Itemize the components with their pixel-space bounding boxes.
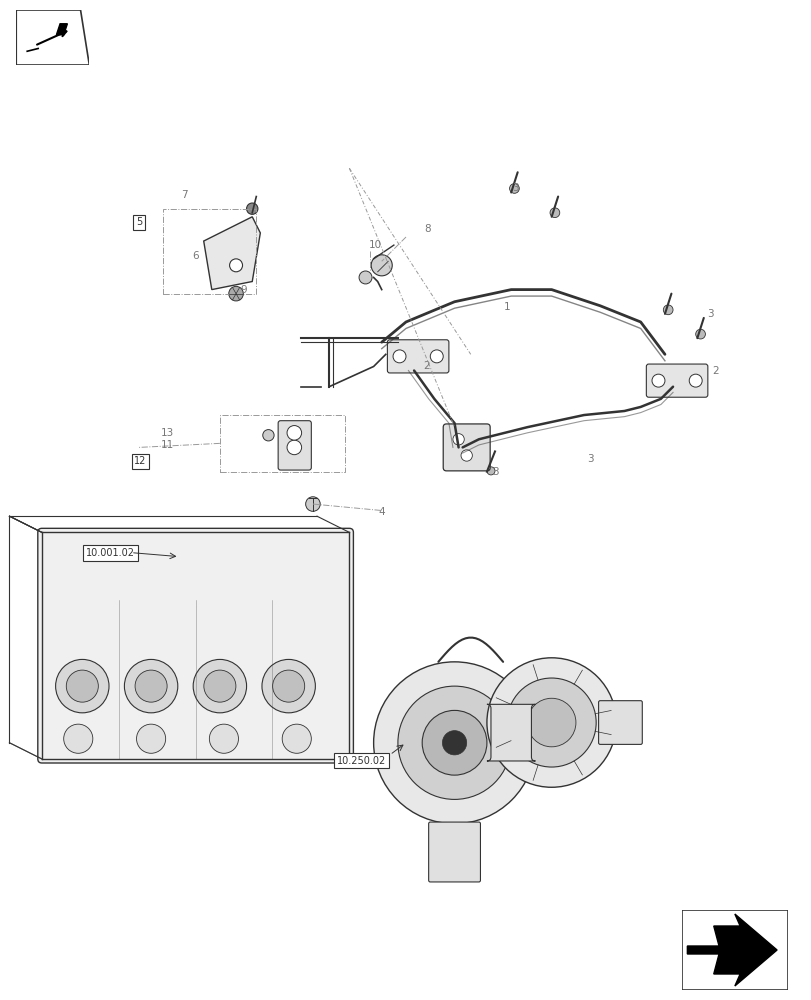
Text: 12: 12	[135, 456, 147, 466]
Circle shape	[263, 430, 274, 441]
Circle shape	[430, 350, 443, 363]
Circle shape	[135, 670, 167, 702]
Circle shape	[509, 184, 519, 193]
Text: 13: 13	[161, 428, 174, 438]
Polygon shape	[687, 914, 776, 986]
Circle shape	[422, 710, 487, 775]
Text: 11: 11	[161, 440, 174, 450]
Circle shape	[262, 659, 315, 713]
Text: 5: 5	[135, 217, 142, 227]
Circle shape	[461, 450, 472, 461]
Circle shape	[230, 259, 242, 272]
Bar	[163, 209, 256, 294]
Circle shape	[287, 426, 301, 440]
Text: 10.250.02: 10.250.02	[337, 756, 386, 766]
Text: 2: 2	[711, 366, 718, 376]
Text: 3: 3	[491, 467, 498, 477]
Text: 3: 3	[706, 309, 713, 319]
Circle shape	[393, 350, 406, 363]
Circle shape	[526, 698, 575, 747]
FancyBboxPatch shape	[38, 528, 353, 763]
Circle shape	[229, 286, 243, 301]
Polygon shape	[16, 10, 89, 65]
Text: 1: 1	[503, 302, 510, 312]
Circle shape	[663, 305, 672, 315]
Text: 3: 3	[586, 454, 593, 464]
Circle shape	[272, 670, 304, 702]
Text: 6: 6	[192, 251, 199, 261]
Circle shape	[305, 497, 320, 511]
Circle shape	[442, 731, 466, 755]
FancyBboxPatch shape	[646, 364, 707, 397]
Circle shape	[689, 374, 702, 387]
Circle shape	[453, 434, 464, 445]
Circle shape	[63, 724, 92, 753]
Circle shape	[136, 724, 165, 753]
Polygon shape	[57, 24, 67, 35]
Text: 2: 2	[423, 361, 430, 371]
Circle shape	[124, 659, 178, 713]
Circle shape	[373, 662, 534, 824]
Circle shape	[487, 467, 495, 475]
Circle shape	[358, 271, 371, 284]
FancyBboxPatch shape	[387, 340, 448, 373]
FancyBboxPatch shape	[598, 701, 642, 744]
Circle shape	[204, 670, 236, 702]
Circle shape	[397, 686, 511, 799]
Bar	[220, 415, 345, 472]
Circle shape	[487, 658, 616, 787]
Text: 4: 4	[378, 507, 384, 517]
Polygon shape	[204, 217, 260, 290]
Circle shape	[247, 203, 258, 214]
Circle shape	[55, 659, 109, 713]
FancyBboxPatch shape	[443, 424, 490, 471]
Text: 7: 7	[181, 190, 187, 200]
Text: 3: 3	[511, 183, 518, 193]
FancyBboxPatch shape	[428, 822, 480, 882]
Text: 8: 8	[424, 224, 431, 234]
Circle shape	[287, 440, 301, 455]
Circle shape	[209, 724, 238, 753]
Circle shape	[695, 329, 705, 339]
Text: 10.001.02: 10.001.02	[86, 548, 135, 558]
Text: 10: 10	[368, 240, 381, 250]
Circle shape	[67, 670, 98, 702]
FancyBboxPatch shape	[487, 704, 534, 761]
Circle shape	[507, 678, 595, 767]
Circle shape	[282, 724, 311, 753]
Circle shape	[651, 374, 664, 387]
FancyBboxPatch shape	[278, 421, 311, 470]
Circle shape	[371, 255, 392, 276]
Text: 9: 9	[241, 285, 247, 295]
Circle shape	[549, 208, 559, 218]
Circle shape	[193, 659, 247, 713]
